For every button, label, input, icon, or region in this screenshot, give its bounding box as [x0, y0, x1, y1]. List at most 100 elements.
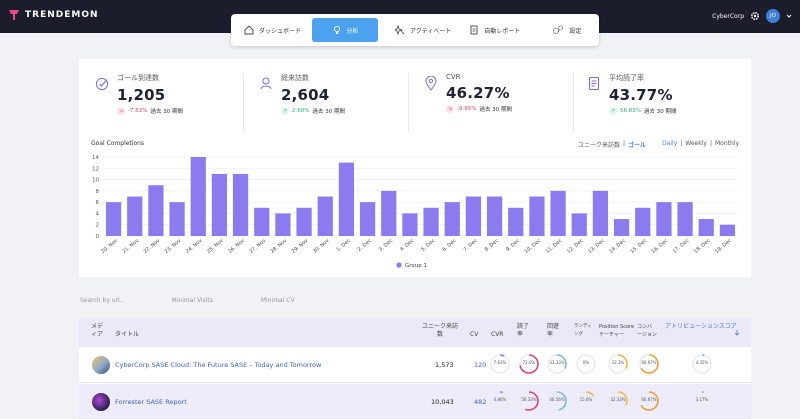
bar [232, 173, 249, 236]
kpi-value: 1,205 [117, 86, 166, 104]
kpi-value: 46.27% [446, 84, 510, 102]
row-unique: 10,043 [431, 398, 454, 406]
header-unique[interactable]: ユニーク来訪数 [421, 323, 458, 338]
ring-fill [692, 391, 712, 411]
bar [211, 173, 228, 236]
x-tick-label: 17. Dec [672, 238, 691, 255]
ring-fill [547, 354, 567, 374]
table-row[interactable]: Forrester SASE Report 10,043 482 4.80% 56… [79, 384, 751, 419]
nav-activate[interactable]: アクティベート [388, 18, 458, 42]
ring-fill [519, 354, 539, 374]
table-row[interactable]: CyberCorp SASE Cloud: The Future SASE – … [79, 347, 751, 383]
ring-value: 4.35% [695, 360, 709, 365]
header-cvr[interactable]: CVR [491, 331, 504, 338]
org-name[interactable]: CyberCorp [712, 12, 744, 20]
header-title[interactable]: タイトル [115, 331, 140, 338]
x-tick-label: 14. Dec [608, 238, 627, 255]
user-avatar[interactable]: JO [766, 9, 780, 23]
nav-label: 設定 [569, 27, 582, 35]
kpi-period: 過去 30 期間 [150, 109, 183, 115]
ring-track [576, 354, 596, 374]
ring-value: 56.33% [521, 397, 537, 402]
x-tick-label: 2. Dec [357, 238, 373, 253]
ring-fill [608, 391, 628, 411]
y-tick-label: 2 [96, 223, 100, 229]
ring-gauge [490, 354, 510, 374]
nav-analytics[interactable]: 分析 [312, 18, 379, 42]
y-tick-label: 4 [96, 211, 100, 217]
ring-gauge [576, 354, 596, 374]
person-icon [260, 77, 272, 90]
ring-value: 7.63% [493, 360, 507, 365]
granularity-monthly[interactable]: Monthly [714, 140, 739, 147]
sort-arrow-icon[interactable] [734, 330, 740, 336]
x-tick-label: 13. Dec [587, 238, 606, 255]
bar [381, 190, 397, 236]
row-cv[interactable]: 482 [474, 398, 487, 406]
x-tick-label: 30. Nov [312, 238, 331, 255]
ring-fill [639, 391, 659, 411]
x-tick-label: 26. Nov [227, 238, 246, 255]
ring-gauge [692, 354, 712, 374]
granularity-daily[interactable]: Daily [662, 140, 678, 147]
bar [635, 207, 651, 236]
ring-gauge [490, 391, 510, 411]
kpi-cvr: CVR 46.27% ↘ -9.95% 過去 30 期間 [424, 73, 512, 131]
trend-up-icon: ↗ [281, 107, 289, 115]
row-title-link[interactable]: CyberCorp SASE Cloud: The Future SASE – … [115, 361, 322, 369]
header-cv[interactable]: CV [470, 331, 479, 338]
minimal-cv-input[interactable]: Minimal CV [260, 297, 295, 304]
nav-auto-report[interactable]: 自動レポート [462, 18, 527, 42]
x-tick-label: 1. Dec [336, 238, 352, 253]
legend-marker [396, 262, 402, 268]
x-tick-label: 12. Dec [566, 238, 585, 255]
x-tick-label: 21. Nov [121, 238, 140, 255]
x-tick-label: 5. Dec [420, 238, 436, 253]
minimal-visits-input[interactable]: Minimal Visits [171, 297, 213, 304]
row-cv[interactable]: 120 [474, 361, 487, 369]
gear-icon[interactable] [750, 11, 760, 21]
x-tick-label: 11. Dec [545, 238, 564, 255]
score-ring: 15.6% [575, 390, 597, 412]
ring-value: 15.6% [579, 397, 593, 402]
bar [592, 190, 609, 236]
url-search-input[interactable]: Search by url.. [80, 297, 124, 304]
score-ring: 72.0% [518, 353, 540, 375]
bar [465, 196, 482, 236]
header-attribution[interactable]: アトリビューションスコア [665, 323, 737, 330]
nav-label: 自動レポート [484, 27, 521, 35]
nav-dashboard[interactable]: ダッシュボード [237, 18, 308, 42]
header-conversion[interactable]: コンバージョン [637, 324, 657, 338]
brand-mark-icon [9, 10, 19, 20]
row-title-link[interactable]: Forrester SASE Report [115, 398, 187, 406]
content-table: メディア タイトル ユニーク来訪数 CV CVR 読了率 回遊率 ランディング … [79, 318, 751, 419]
score-ring: 7.63% [489, 353, 511, 375]
y-tick-label: 0 [96, 234, 100, 240]
y-tick-label: 12 [92, 166, 99, 172]
header-position[interactable]: Position Score テーチャー [599, 324, 635, 338]
bar [296, 207, 312, 236]
report-icon [470, 25, 478, 35]
bar [275, 213, 291, 236]
legend-label: Group 1 [405, 263, 427, 269]
location-pin-icon [425, 75, 437, 91]
bar [169, 202, 185, 236]
header-exit[interactable]: 回遊率 [547, 323, 560, 338]
score-ring: 4.35% [691, 353, 713, 375]
score-ring: 0% [575, 353, 597, 375]
granularity-weekly[interactable]: Weekly [685, 140, 707, 147]
brand-logo[interactable]: TRENDEMON [8, 9, 99, 21]
trend-down-icon: ↘ [446, 105, 454, 113]
bar [105, 202, 122, 236]
header-read[interactable]: 読了率 [517, 323, 530, 338]
unit-selector[interactable]: ゴール [628, 142, 647, 149]
nav-settings[interactable]: 設定 [545, 18, 588, 42]
score-ring: 33.33% [546, 353, 568, 375]
score-ring: 66.67% [638, 353, 660, 375]
header-landing[interactable]: ランディング [574, 324, 592, 337]
y-tick-label: 10 [92, 178, 99, 184]
chevron-down-icon[interactable] [786, 13, 792, 19]
divider [573, 73, 574, 131]
ring-value: 66.67% [641, 360, 657, 365]
ring-fill [576, 391, 596, 411]
